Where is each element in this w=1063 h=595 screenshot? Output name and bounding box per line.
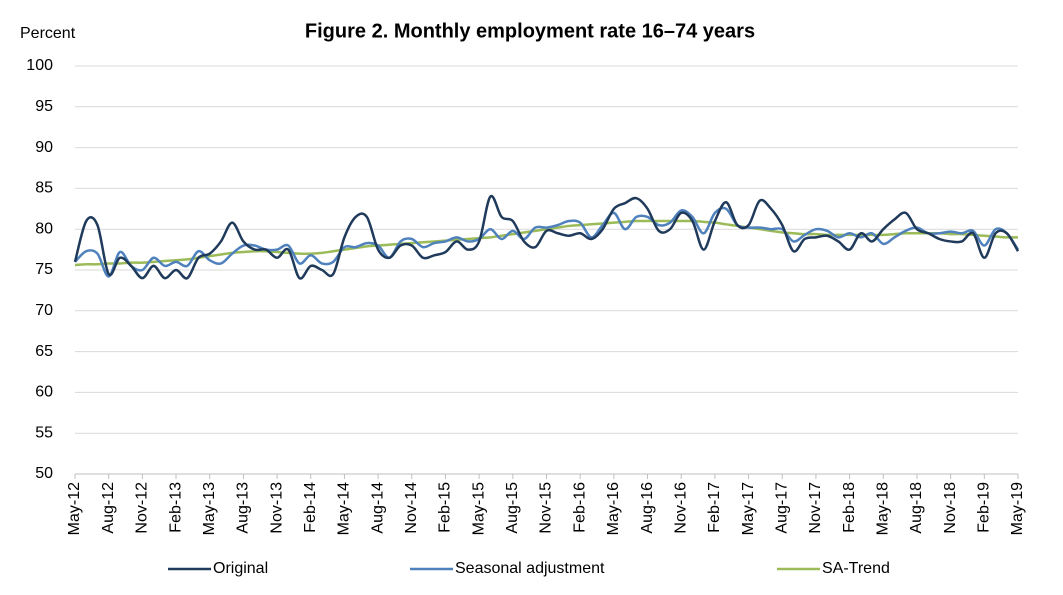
legend-label: SA-Trend <box>822 560 890 577</box>
x-tick-label: May-16 <box>605 482 622 535</box>
x-tick-label: Nov-15 <box>538 482 555 534</box>
x-tick-label: Aug-16 <box>639 482 656 534</box>
series-line <box>74 206 1020 278</box>
x-tick-label: Nov-18 <box>942 482 959 534</box>
x-tick-label: Nov-14 <box>403 482 420 534</box>
series-line <box>73 194 1020 280</box>
x-tick-label: Feb-13 <box>167 482 184 533</box>
y-tick-label: 95 <box>35 98 53 115</box>
x-tick-label: Feb-14 <box>302 482 319 533</box>
x-tick-label: Nov-12 <box>134 482 151 534</box>
y-tick-label: 90 <box>35 139 53 156</box>
x-tick-label: May-15 <box>470 482 487 535</box>
x-tick-label: May-13 <box>201 482 218 535</box>
x-tick-label: Aug-17 <box>773 482 790 534</box>
y-tick-label: 65 <box>35 343 53 360</box>
x-tick-label: Feb-15 <box>437 482 454 533</box>
y-tick-label: 60 <box>35 384 53 401</box>
y-tick-label: 100 <box>26 57 53 74</box>
x-tick-label: May-19 <box>1009 482 1026 535</box>
legend-label: Original <box>213 560 268 577</box>
x-tick-label: May-18 <box>875 482 892 535</box>
x-tick-label: Aug-13 <box>235 482 252 534</box>
y-axis-label: Percent <box>20 25 76 42</box>
x-tick-label: May-12 <box>66 482 83 535</box>
chart-title: Figure 2. Monthly employment rate 16–74 … <box>305 20 755 42</box>
y-tick-label: 80 <box>35 220 53 237</box>
x-tick-label: Aug-12 <box>100 482 117 534</box>
x-tick-label: Nov-13 <box>268 482 285 534</box>
y-tick-label: 75 <box>35 261 53 278</box>
legend-label: Seasonal adjustment <box>455 560 605 577</box>
x-tick-label: Feb-16 <box>571 482 588 533</box>
x-tick-label: Aug-15 <box>504 482 521 534</box>
x-tick-label: Aug-18 <box>908 482 925 534</box>
x-tick-label: Feb-19 <box>976 482 993 533</box>
x-tick-label: Feb-17 <box>706 482 723 533</box>
x-tick-label: May-17 <box>740 482 757 535</box>
x-tick-label: May-14 <box>336 482 353 535</box>
x-tick-label: Nov-16 <box>672 482 689 534</box>
y-tick-label: 55 <box>35 424 53 441</box>
x-tick-label: Nov-17 <box>807 482 824 534</box>
x-tick-label: Aug-14 <box>369 482 386 534</box>
y-tick-label: 70 <box>35 302 53 319</box>
y-tick-label: 85 <box>35 180 53 197</box>
x-tick-label: Feb-18 <box>841 482 858 533</box>
y-tick-label: 50 <box>35 465 53 482</box>
